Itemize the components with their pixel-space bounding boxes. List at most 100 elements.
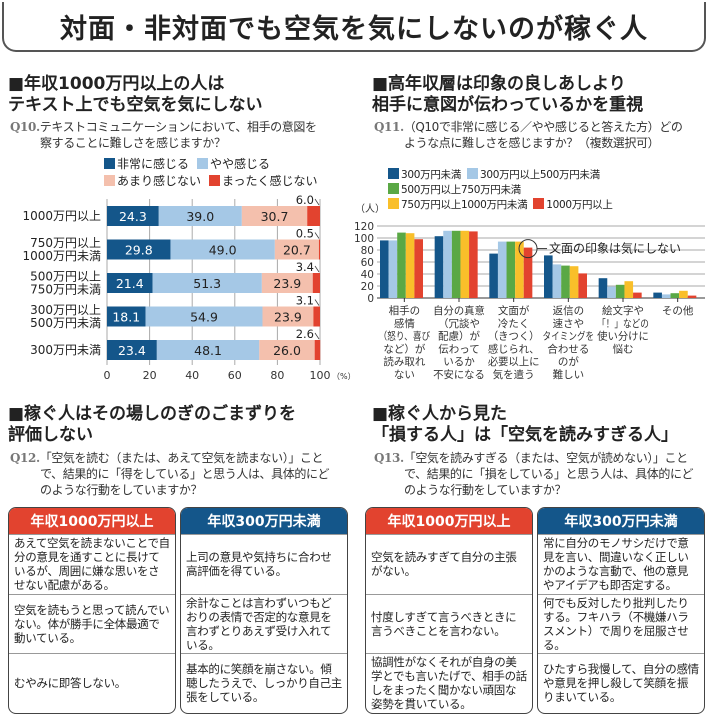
- bar: [380, 240, 389, 298]
- bar: [653, 292, 662, 298]
- bar-segment: [170, 239, 275, 260]
- bar: [405, 233, 415, 298]
- data-label: 3.1: [296, 294, 314, 308]
- bar-segment: [145, 306, 263, 327]
- bar: [523, 247, 533, 298]
- bar-segment: [156, 340, 260, 360]
- legend-label: 300万円未満: [401, 169, 461, 181]
- legend-label: 750万円以上1000万円未満: [401, 199, 528, 211]
- legend-item: あまり感じない: [104, 173, 201, 190]
- legend-swatch: [197, 158, 209, 169]
- bar: [661, 294, 671, 298]
- category-label: その他: [662, 304, 694, 317]
- annotation-circle: [518, 239, 538, 259]
- category-label: 500万円未満: [30, 316, 101, 330]
- category-label: 気を遣う: [493, 368, 535, 381]
- legend-swatch: [388, 168, 399, 179]
- heading-line: テキスト上でも空気を気にしない: [8, 95, 263, 115]
- category-label: （冗談や: [438, 317, 480, 330]
- data-label: 23.9: [274, 310, 302, 325]
- data-label: 21.4: [116, 276, 144, 291]
- bar: [598, 278, 608, 298]
- category-label: 300万円未満: [30, 343, 101, 357]
- legend-item: 300万円未満: [388, 168, 461, 183]
- legend-label: やや感じる: [210, 157, 271, 171]
- answer-table: 年収300万円未満 上司の意見や気持ちに合わせ高評価を得ている。 余計なことは言わず…: [180, 507, 348, 714]
- bar: [469, 231, 478, 298]
- data-label: 18.1: [112, 310, 140, 325]
- data-label: 6.0: [296, 195, 314, 207]
- category-label: （きつく）: [488, 331, 540, 343]
- legend-label: 500万円以上750万円未満: [401, 184, 521, 196]
- category-label: 1000万円未満: [22, 249, 101, 263]
- heading-line: 評価しない: [8, 425, 93, 445]
- bar: [397, 232, 406, 298]
- data-label: 48.1: [194, 343, 222, 358]
- x-tick-label: 40: [185, 369, 199, 382]
- bar-segment: [241, 206, 308, 226]
- category-label: のが: [558, 355, 579, 368]
- data-label: 26.0: [273, 343, 301, 358]
- answer-table: 年収300万円未満 常に自分のモノサシだけで意見を言い、間違いなく正しいかのような…: [537, 507, 705, 714]
- leader-line: [314, 232, 320, 239]
- bar: [607, 286, 616, 298]
- y-tick-label: 80: [361, 245, 374, 257]
- data-label: 23.9: [273, 276, 301, 291]
- legend-label: あまり感じない: [117, 174, 202, 188]
- y-unit: （人）: [355, 203, 385, 215]
- legend-item: やや感じる: [197, 156, 270, 173]
- question-number: Q10.: [10, 120, 40, 134]
- bar: [414, 239, 423, 298]
- legend-label: 300万円以上500万円未満: [479, 169, 600, 181]
- y-tick-label: 20: [361, 281, 374, 293]
- legend-swatch: [388, 183, 399, 194]
- leader-line: [314, 299, 320, 306]
- table-cell: ひたすら我慢して、自分の感情や意見を押し殺して笑顔を振りまいている。: [538, 653, 704, 713]
- category-label: 悩む: [613, 342, 634, 355]
- q10-question: Q10.テキストコミュニケーションにおいて、相手の意図を 察することに難しさを感じ…: [10, 119, 317, 151]
- table-header: 年収300万円未満: [538, 508, 704, 534]
- bar: [451, 230, 461, 298]
- category-label: 配慮）が: [438, 330, 480, 343]
- heading-line: ■稼ぐ人から見た: [372, 404, 508, 424]
- bar: [388, 240, 398, 298]
- legend-swatch: [466, 168, 478, 179]
- legend-item: 300万円以上500万円未満: [466, 168, 600, 183]
- data-label: 24.3: [119, 209, 147, 224]
- page-title: 対面・非対面でも空気を気にしないのが稼ぐ人: [2, 2, 706, 52]
- leader-line: [314, 198, 320, 206]
- heading-line: ■年収1000万円以上の人は: [8, 74, 225, 94]
- table-cell: 何でも反対したり批判したりする。フキハラ（不機嫌ハラスメント）で周りを屈服させる…: [538, 593, 704, 654]
- legend-label: まったく感じない: [222, 174, 318, 188]
- heading-line: ■高年収層は印象の良しあしより: [372, 74, 626, 94]
- heading-line: 「損する人」は「空気を読みすぎる人」: [372, 425, 678, 445]
- legend-label: 1000万円以上: [546, 199, 613, 211]
- section3-heading: ■稼ぐ人はその場しのぎのごまずりを 評価しない: [8, 404, 296, 446]
- x-tick-label: 0: [104, 369, 111, 382]
- question-number: Q12.: [10, 451, 40, 465]
- bar: [515, 241, 524, 298]
- bar-segment: [259, 340, 315, 360]
- category-label: 使い分けに: [597, 330, 649, 343]
- question-text: 「空気を読みすぎる（または、空気が読めない）」こと: [403, 451, 688, 465]
- data-label: 0.5: [296, 227, 314, 241]
- annotation-text: 文面の印象は気にしない: [549, 241, 681, 256]
- data-label: 51.3: [193, 276, 221, 291]
- category-label: 750万円以上: [30, 236, 101, 250]
- bar: [434, 236, 444, 298]
- table-cell: 協調性がなくそれが自身の美学とでも言いたげで、相手の話しをまったく聞かない頑固な…: [366, 653, 532, 713]
- data-label: 23.4: [118, 343, 146, 358]
- chart1-stacked-bar: 0 20 40 60 80 100 （%） 1000万円以上 24.3 39.0 30.7 6.0 75…: [22, 195, 355, 382]
- table-cell: あえて空気を読まないことで自分の意見を通すことに長けているが、周囲に嫌な思いをさ…: [9, 534, 175, 594]
- data-label: 30.7: [261, 209, 289, 224]
- q12-question: Q12.「空気を読む（または、あえて空気を読まない）」こと で、結果的に「得をして…: [10, 450, 330, 498]
- data-label: 49.0: [209, 243, 237, 258]
- table-cell: 空気を読もうと思って読んでいない。体が勝手に全体最適で動いている。: [9, 593, 175, 654]
- question-number: Q11.: [374, 120, 404, 134]
- table-header: 年収300万円未満: [181, 508, 347, 534]
- bar-segment: [318, 239, 320, 260]
- heading-line: ■稼ぐ人はその場しのぎのごまずりを: [8, 404, 297, 424]
- category-label: 自分の真意: [433, 304, 485, 317]
- bar: [506, 241, 516, 298]
- legend-swatch: [104, 175, 115, 186]
